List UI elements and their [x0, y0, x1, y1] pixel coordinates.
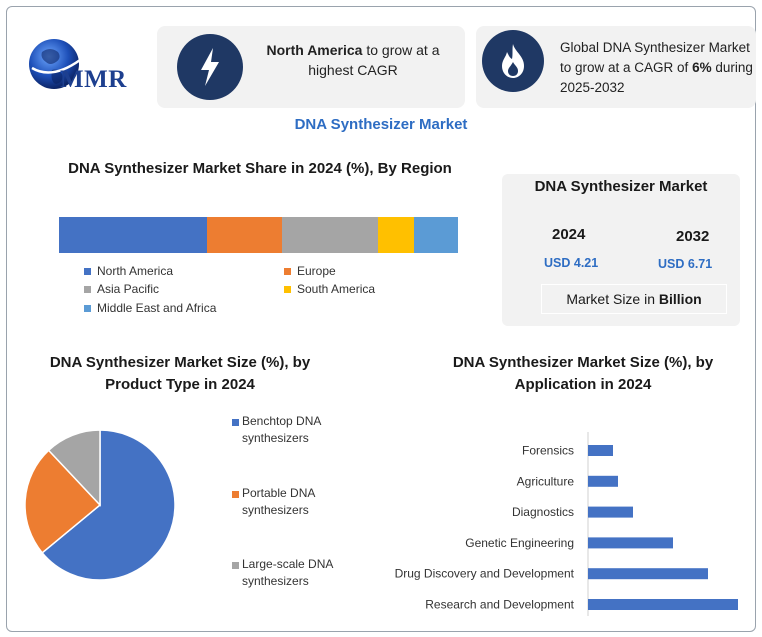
legend-swatch [232, 562, 239, 569]
bar-drug-discovery-and-development [588, 568, 708, 580]
global-cagr-text: Global DNA Synthesizer Market to grow at… [560, 38, 756, 98]
legend-swatch [232, 419, 239, 426]
legend-label: Europe [297, 264, 336, 278]
lightning-icon [201, 48, 219, 86]
main-title: DNA Synthesizer Market [294, 116, 468, 133]
legend-item-south-america: South America [284, 282, 375, 296]
bar-label-forensics: Forensics [522, 444, 574, 458]
pie-slice-large-scale-dna-synthesizers [47, 429, 101, 507]
legend-item-north-america: North America [84, 264, 173, 278]
lightning-icon-badge [177, 34, 243, 100]
segment-middle-east-and-africa [414, 217, 458, 253]
legend-label: Asia Pacific [97, 282, 160, 296]
north-america-cagr-rest: to grow at a highest CAGR [308, 42, 440, 78]
bar-label-diagnostics: Diagnostics [512, 505, 574, 519]
bar-diagnostics [588, 506, 633, 518]
bar-agriculture [588, 475, 618, 487]
legend-swatch [284, 285, 291, 293]
legend-label: Portable DNA synthesizers [242, 486, 315, 517]
product-chart-title: DNA Synthesizer Market Size (%), by Prod… [49, 354, 311, 393]
flame-icon [502, 44, 524, 78]
legend-label: Large-scale DNA synthesizers [242, 557, 333, 588]
global-cagr-post: during 2025-2032 [560, 60, 753, 95]
segment-north-america [59, 217, 207, 253]
pie-legend-item-portable-dna-synthesizers: Portable DNA synthesizers [232, 485, 342, 519]
legend-swatch [84, 304, 91, 312]
bar-label-drug-discovery-and-development: Drug Discovery and Development [395, 567, 575, 581]
bar-label-research-and-development: Research and Development [425, 598, 574, 612]
size-note-pre: Market Size in [566, 291, 659, 307]
legend-label: South America [297, 282, 376, 296]
segment-europe [206, 217, 283, 253]
region-chart-title: DNA Synthesizer Market Share in 2024 (%)… [68, 160, 452, 177]
value-2032: USD 6.71 [658, 257, 713, 271]
bar-label-agriculture: Agriculture [517, 474, 575, 488]
legend-item-europe: Europe [284, 264, 336, 278]
bar-genetic-engineering [588, 537, 673, 549]
legend-swatch [232, 491, 239, 498]
bar-research-and-development [588, 599, 738, 610]
legend-item-middle-east-and-africa: Middle East and Africa [84, 301, 216, 315]
region-stacked-bar [59, 217, 458, 253]
legend-item-asia-pacific: Asia Pacific [84, 282, 159, 296]
mmr-logo-text: MMR [60, 66, 127, 93]
global-cagr-pre: Global DNA Synthesizer Market to grow at… [560, 40, 750, 75]
legend-swatch [84, 285, 91, 293]
year-2024-label: 2024 [552, 226, 586, 243]
pie-legend-item-large-scale-dna-synthesizers: Large-scale DNA synthesizers [232, 556, 342, 590]
segment-south-america [378, 217, 415, 253]
market-size-title: DNA Synthesizer Market [534, 178, 708, 195]
pie-slice-portable-dna-synthesizers [24, 449, 102, 554]
product-type-pie-chart [24, 429, 176, 581]
legend-label: Benchtop DNA synthesizers [242, 414, 321, 445]
legend-label: Middle East and Africa [97, 301, 217, 315]
mmr-globe-logo-icon [29, 39, 81, 89]
pie-legend-item-benchtop-dna-synthesizers: Benchtop DNA synthesizers [232, 413, 342, 447]
global-cagr-card: Global DNA Synthesizer Market to grow at… [476, 26, 756, 108]
value-2024: USD 4.21 [544, 256, 599, 270]
market-size-unit-note: Market Size in Billion [541, 284, 727, 314]
pie-slice-benchtop-dna-synthesizers [41, 429, 176, 581]
legend-swatch [284, 267, 291, 275]
north-america-cagr-text: North America to grow at a highest CAGR [253, 40, 453, 80]
application-bar-chart: Forensics Agriculture Diagnostics Genetic E… [395, 432, 738, 616]
north-america-cagr-card: North America to grow at a highest CAGR [157, 26, 465, 108]
flame-icon-badge [482, 30, 544, 92]
north-america-label: North America [266, 42, 363, 58]
segment-asia-pacific [282, 217, 379, 253]
bar-forensics [588, 445, 613, 456]
market-size-card: DNA Synthesizer Market 2024 USD 4.21 203… [502, 174, 740, 326]
legend-label: North America [97, 264, 174, 278]
application-chart-title: DNA Synthesizer Market Size (%), by Appl… [452, 354, 714, 393]
size-note-unit: Billion [658, 291, 702, 307]
legend-swatch [84, 267, 91, 275]
year-2032-label: 2032 [676, 228, 710, 245]
bar-label-genetic-engineering: Genetic Engineering [465, 536, 574, 550]
global-cagr-value: 6% [692, 60, 712, 75]
